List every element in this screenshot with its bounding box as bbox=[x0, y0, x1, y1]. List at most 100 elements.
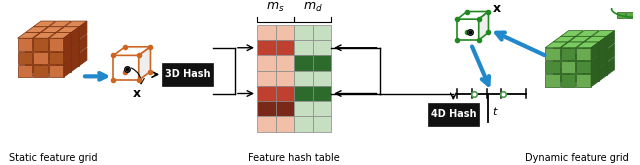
Bar bbox=[41, 46, 56, 58]
Bar bbox=[577, 61, 591, 73]
Polygon shape bbox=[49, 33, 71, 38]
Text: $t$: $t$ bbox=[492, 105, 499, 117]
Polygon shape bbox=[553, 36, 575, 42]
Bar bbox=[568, 69, 583, 81]
Bar bbox=[294, 25, 312, 40]
Bar bbox=[592, 63, 607, 75]
Bar bbox=[26, 33, 40, 45]
Bar bbox=[257, 116, 275, 132]
Bar bbox=[312, 86, 331, 101]
Bar bbox=[428, 103, 479, 126]
Bar bbox=[294, 86, 312, 101]
Text: $m_d$: $m_d$ bbox=[303, 1, 323, 14]
Bar bbox=[584, 69, 599, 81]
Bar bbox=[257, 101, 275, 116]
Bar bbox=[26, 59, 40, 72]
Bar bbox=[553, 42, 568, 54]
Text: Static feature grid: Static feature grid bbox=[10, 153, 98, 163]
Text: $m_s$: $m_s$ bbox=[266, 1, 285, 14]
Bar bbox=[49, 38, 63, 51]
Polygon shape bbox=[26, 27, 48, 33]
Bar bbox=[17, 65, 32, 77]
Bar bbox=[568, 55, 583, 68]
Bar bbox=[275, 55, 294, 71]
Polygon shape bbox=[41, 27, 63, 33]
Bar bbox=[561, 48, 575, 60]
Polygon shape bbox=[17, 33, 40, 38]
Text: 4D Hash: 4D Hash bbox=[431, 109, 476, 119]
Bar bbox=[257, 55, 275, 71]
Text: Feature hash table: Feature hash table bbox=[248, 153, 340, 163]
Bar bbox=[584, 55, 599, 68]
Bar bbox=[545, 74, 560, 87]
Bar bbox=[561, 61, 575, 73]
Bar bbox=[561, 36, 575, 49]
Bar bbox=[592, 36, 607, 49]
Bar bbox=[57, 33, 71, 45]
Bar bbox=[577, 36, 591, 49]
Polygon shape bbox=[599, 63, 607, 81]
Bar bbox=[49, 53, 63, 66]
Bar bbox=[626, 13, 634, 18]
Bar bbox=[162, 63, 213, 86]
Bar bbox=[577, 48, 591, 60]
Bar bbox=[257, 71, 275, 86]
Bar bbox=[26, 46, 40, 58]
Polygon shape bbox=[592, 31, 614, 36]
Polygon shape bbox=[63, 59, 71, 77]
Bar bbox=[57, 59, 71, 72]
Bar bbox=[275, 101, 294, 116]
Polygon shape bbox=[577, 31, 599, 36]
Bar bbox=[577, 63, 591, 75]
Bar bbox=[33, 65, 48, 77]
Bar bbox=[275, 40, 294, 55]
Polygon shape bbox=[139, 47, 150, 80]
Bar bbox=[294, 101, 312, 116]
Polygon shape bbox=[457, 12, 488, 19]
Bar bbox=[275, 116, 294, 132]
Bar bbox=[312, 116, 331, 132]
Polygon shape bbox=[49, 21, 71, 27]
Bar bbox=[33, 53, 48, 66]
Bar bbox=[33, 27, 48, 39]
Polygon shape bbox=[599, 50, 607, 68]
Polygon shape bbox=[71, 27, 79, 45]
Polygon shape bbox=[457, 19, 479, 40]
Bar bbox=[65, 53, 79, 66]
Bar bbox=[545, 61, 560, 73]
Text: Dynamic feature grid: Dynamic feature grid bbox=[525, 153, 628, 163]
Bar bbox=[49, 40, 63, 52]
Text: $\mathbf{x}$: $\mathbf{x}$ bbox=[132, 87, 141, 100]
Polygon shape bbox=[79, 34, 87, 52]
Polygon shape bbox=[57, 27, 79, 33]
Bar bbox=[275, 25, 294, 40]
Polygon shape bbox=[79, 48, 87, 66]
Polygon shape bbox=[545, 42, 568, 48]
Bar bbox=[568, 42, 583, 54]
Polygon shape bbox=[63, 33, 71, 51]
Polygon shape bbox=[479, 12, 488, 40]
Bar bbox=[553, 69, 568, 81]
Bar bbox=[57, 46, 71, 58]
Bar bbox=[618, 13, 625, 18]
Polygon shape bbox=[71, 53, 79, 72]
Bar bbox=[294, 116, 312, 132]
Bar bbox=[312, 101, 331, 116]
Polygon shape bbox=[71, 40, 79, 58]
Bar bbox=[561, 63, 575, 75]
Polygon shape bbox=[33, 33, 56, 38]
Bar bbox=[41, 59, 56, 72]
Bar bbox=[294, 55, 312, 71]
Polygon shape bbox=[79, 21, 87, 39]
Bar bbox=[33, 40, 48, 52]
Polygon shape bbox=[113, 47, 150, 55]
Bar bbox=[635, 13, 640, 18]
Polygon shape bbox=[599, 36, 607, 54]
Bar bbox=[577, 74, 591, 87]
Bar bbox=[49, 65, 63, 77]
Bar bbox=[49, 51, 63, 64]
Polygon shape bbox=[607, 57, 614, 75]
Bar bbox=[257, 40, 275, 55]
Bar bbox=[257, 86, 275, 101]
Polygon shape bbox=[591, 55, 599, 73]
